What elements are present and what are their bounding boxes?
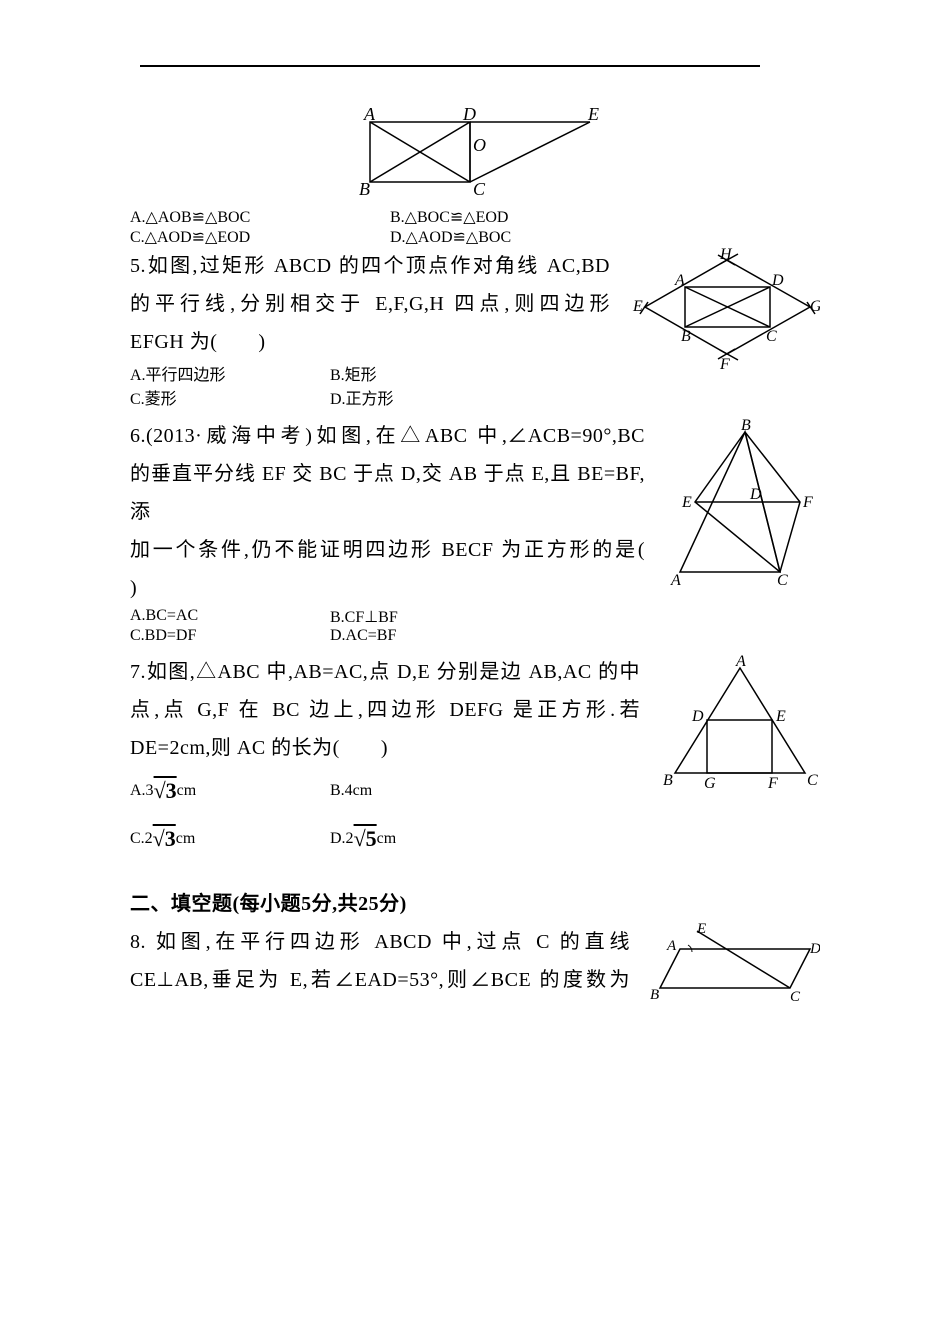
q5-label-F: F bbox=[719, 356, 730, 373]
q7-label-B: B bbox=[663, 772, 673, 789]
q7-figure: A D E B G F C bbox=[660, 653, 820, 793]
q4-option-B: B.△BOC≌△EOD bbox=[390, 207, 508, 227]
q6-stem-l1: 6.(2013·威海中考)如图,在△ABC 中,∠ACB=90°,BC bbox=[130, 417, 645, 455]
label-A: A bbox=[363, 107, 376, 124]
q8-label-A: A bbox=[666, 938, 677, 954]
q7-row: 7.如图,△ABC 中,AB=AC,点 D,E 分别是边 AB,AC 的中 点,… bbox=[130, 653, 820, 863]
q4-option-D: D.△AOD≌△BOC bbox=[390, 227, 511, 247]
section2-header: 二、填空题(每小题5分,共25分) bbox=[130, 885, 820, 923]
q6-stem-l3: 加一个条件,仍不能证明四边形 BECF 为正方形的是( bbox=[130, 531, 645, 569]
q6-option-D: D.AC=BF bbox=[330, 627, 396, 645]
q7-label-A: A bbox=[735, 653, 746, 670]
q8-stem-l1: 8. 如图,在平行四边形 ABCD 中,过点 C 的直线 bbox=[130, 923, 630, 961]
q8-label-E: E bbox=[696, 923, 706, 937]
q4-options-row2: C.△AOD≌△EOD D.△AOD≌△BOC bbox=[130, 227, 820, 247]
q5-stem-l1: 5.如图,过矩形 ABCD 的四个顶点作对角线 AC,BD bbox=[130, 247, 610, 285]
q7-stem-l2: 点,点 G,F 在 BC 边上,四边形 DEFG 是正方形.若 bbox=[130, 691, 640, 729]
q8-label-D: D bbox=[809, 941, 820, 957]
label-C: C bbox=[473, 179, 486, 197]
q8-label-B: B bbox=[650, 987, 659, 1003]
q4-option-A: A.△AOB≌△BOC bbox=[130, 207, 390, 227]
label-E: E bbox=[587, 107, 599, 124]
q7-stem-l1: 7.如图,△ABC 中,AB=AC,点 D,E 分别是边 AB,AC 的中 bbox=[130, 653, 640, 691]
q7-label-G: G bbox=[704, 775, 716, 792]
q6-option-B: B.CF⊥BF bbox=[330, 607, 398, 627]
q6-option-C: C.BD=DF bbox=[130, 627, 330, 645]
q7-label-D: D bbox=[691, 708, 704, 725]
q6-option-A: A.BC=AC bbox=[130, 607, 330, 627]
q7-label-C: C bbox=[807, 772, 818, 789]
q4-options-row1: A.△AOB≌△BOC B.△BOC≌△EOD bbox=[130, 207, 820, 227]
q6-label-F: F bbox=[802, 494, 813, 511]
q7-label-E: E bbox=[775, 708, 786, 725]
page-divider bbox=[140, 65, 760, 67]
q6-stem-l2: 的垂直平分线 EF 交 BC 于点 D,交 AB 于点 E,且 BE=BF,添 bbox=[130, 455, 645, 531]
q4-figure-container: A B C D E O bbox=[130, 107, 820, 197]
q6-label-D: D bbox=[749, 486, 762, 503]
q7-option-C: C.2√3cm bbox=[130, 815, 330, 863]
q5-option-C: C.菱形 bbox=[130, 385, 330, 409]
q6-row: 6.(2013·威海中考)如图,在△ABC 中,∠ACB=90°,BC 的垂直平… bbox=[130, 417, 820, 645]
q7-label-F: F bbox=[767, 775, 778, 792]
q5-label-D: D bbox=[771, 272, 784, 289]
q7-stem-l3: DE=2cm,则 AC 的长为( ) bbox=[130, 729, 640, 767]
label-B: B bbox=[359, 179, 370, 197]
q8-figure: A E D B C bbox=[650, 923, 820, 1003]
q7-option-A: A.3√3cm bbox=[130, 767, 330, 815]
q6-figure: B E D F A C bbox=[665, 417, 820, 587]
q8-stem-l2: CE⊥AB,垂足为 E,若∠EAD=53°,则∠BCE 的度数为 bbox=[130, 961, 630, 999]
q5-row: 5.如图,过矩形 ABCD 的四个顶点作对角线 AC,BD 的平行线,分别相交于… bbox=[130, 247, 820, 409]
q4-option-C: C.△AOD≌△EOD bbox=[130, 227, 390, 247]
q5-option-B: B.矩形 bbox=[330, 361, 377, 385]
q5-label-G: G bbox=[810, 298, 820, 315]
q5-label-A: A bbox=[674, 272, 685, 289]
q6-stem-l4: ) bbox=[130, 569, 645, 607]
label-D: D bbox=[462, 107, 476, 124]
q5-stem-l2: 的平行线,分别相交于 E,F,G,H 四点,则四边形 bbox=[130, 285, 610, 323]
q6-label-B: B bbox=[741, 417, 751, 434]
q5-figure: H A D E G B C F bbox=[630, 247, 820, 377]
label-O: O bbox=[473, 135, 486, 155]
q5-stem-l3: EFGH 为( ) bbox=[130, 323, 610, 361]
q5-label-B: B bbox=[681, 328, 691, 345]
q6-label-A: A bbox=[670, 572, 681, 587]
q7-option-D: D.2√5cm bbox=[330, 815, 396, 863]
q6-label-E: E bbox=[681, 494, 692, 511]
q7-option-B: B.4cm bbox=[330, 767, 372, 815]
q8-row: 8. 如图,在平行四边形 ABCD 中,过点 C 的直线 CE⊥AB,垂足为 E… bbox=[130, 923, 820, 1008]
q4-figure: A B C D E O bbox=[350, 107, 600, 197]
q5-option-D: D.正方形 bbox=[330, 385, 394, 409]
q6-label-C: C bbox=[777, 572, 788, 587]
q5-option-A: A.平行四边形 bbox=[130, 361, 330, 385]
q5-label-C: C bbox=[766, 328, 777, 345]
q8-label-C: C bbox=[790, 989, 801, 1003]
